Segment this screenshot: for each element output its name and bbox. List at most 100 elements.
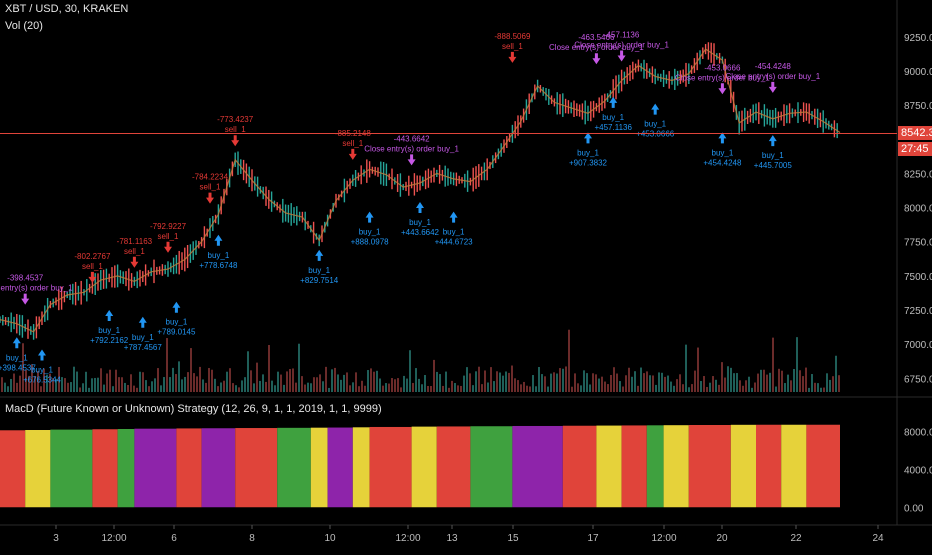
volume-bar — [67, 382, 69, 392]
volume-bar — [70, 382, 72, 392]
marker-value: -773.4237 — [217, 115, 254, 124]
volume-bar — [628, 367, 630, 392]
marker-value: +787.4567 — [124, 343, 163, 352]
close-arrow-icon — [617, 50, 626, 62]
close-arrow-icon — [718, 83, 727, 95]
marker-value: -398.4537 — [7, 274, 44, 283]
volume-bar — [649, 375, 651, 392]
indicator-band — [134, 428, 177, 508]
volume-bar — [106, 373, 108, 392]
volume-bar — [7, 386, 9, 392]
volume-bar — [100, 368, 102, 392]
symbol-title[interactable]: XBT / USD, 30, KRAKEN — [5, 3, 129, 15]
marker-label: sell_1 — [82, 262, 103, 271]
volume-bar — [406, 378, 408, 392]
volume-bar — [178, 361, 180, 392]
buy-arrow-icon — [365, 211, 374, 223]
volume-bar — [49, 373, 51, 392]
volume-bar — [424, 375, 426, 392]
volume-bar — [778, 368, 780, 392]
volume-bar — [814, 382, 816, 392]
volume-bar — [430, 386, 432, 392]
volume-bar — [151, 381, 153, 392]
volume-bar — [829, 379, 831, 392]
volume-bar — [436, 371, 438, 392]
volume-bar — [529, 386, 531, 392]
marker-value: +829.7514 — [300, 276, 339, 285]
volume-bar — [706, 386, 708, 392]
volume-bar — [112, 386, 114, 392]
volume-bar — [295, 382, 297, 392]
volume-bar — [769, 372, 771, 392]
buy-arrow-icon — [718, 132, 727, 144]
volume-bar — [193, 373, 195, 392]
time-tick-label: 15 — [507, 533, 519, 544]
volume-bar — [709, 382, 711, 392]
volume-bar — [388, 383, 390, 392]
volume-bar — [13, 373, 15, 392]
trade-marker-buy: buy_1+444.6723 — [435, 211, 473, 247]
volume-bar — [127, 384, 129, 392]
volume-bar — [16, 382, 18, 392]
indicator-bands — [0, 424, 840, 508]
trade-marker-buy: buy_1+792.2162 — [90, 309, 129, 345]
volume-bar — [439, 374, 441, 392]
volume-bar — [235, 385, 237, 392]
volume-bar — [277, 371, 279, 392]
volume-bar — [652, 375, 654, 392]
volume-bar — [565, 366, 567, 392]
marker-label: sell_1 — [200, 183, 221, 192]
time-tick-label: 8 — [249, 533, 255, 544]
volume-indicator-label[interactable]: Vol (20) — [5, 20, 43, 32]
strategy-label[interactable]: MacD (Future Known or Unknown) Strategy … — [5, 403, 382, 415]
volume-bar — [10, 378, 12, 392]
marker-label: sell_1 — [124, 247, 145, 256]
volume-bar — [280, 374, 282, 392]
volume-bar — [148, 386, 150, 392]
volume-bar — [631, 376, 633, 392]
volume-bar — [526, 385, 528, 392]
volume-bar — [550, 373, 552, 392]
volume-bar — [181, 379, 183, 392]
price-tick-label: 6750.0 — [904, 374, 932, 385]
marker-value: -443.6642 — [394, 134, 431, 143]
volume-bar — [718, 384, 720, 392]
volume-bar — [265, 381, 267, 392]
volume-bar — [781, 370, 783, 392]
volume-bar — [73, 366, 75, 392]
volume-bar — [211, 369, 213, 392]
volume-bar — [346, 372, 348, 392]
marker-label: buy_1 — [132, 333, 154, 342]
time-tick-label: 12:00 — [651, 533, 676, 544]
volume-bar — [382, 385, 384, 392]
volume-bar — [823, 387, 825, 392]
volume-bar — [508, 372, 510, 392]
marker-value: +443.6642 — [401, 228, 440, 237]
volume-bar — [727, 366, 729, 392]
volume-bar — [460, 385, 462, 392]
sell-arrow-icon — [88, 271, 97, 283]
volume-bar — [364, 385, 366, 392]
volume-bar — [205, 382, 207, 392]
indicator-band — [277, 427, 311, 508]
indicator-band — [0, 430, 26, 508]
volume-bar — [490, 367, 492, 392]
volume-bar — [409, 350, 411, 392]
volume-bar — [571, 386, 573, 392]
volume-bar — [187, 372, 189, 392]
indicator-band — [92, 429, 118, 508]
volume-bar — [832, 376, 834, 392]
buy-arrow-icon — [214, 234, 223, 246]
volume-bar — [337, 374, 339, 392]
indicator-band — [310, 427, 328, 508]
volume-bar — [679, 374, 681, 392]
volume-bar — [304, 384, 306, 392]
volume-bar — [691, 384, 693, 392]
marker-label: buy_1 — [644, 120, 666, 129]
volume-bar — [766, 374, 768, 392]
indicator-band — [369, 426, 412, 508]
volume-bar — [34, 375, 36, 392]
marker-value: +445.7005 — [754, 161, 793, 170]
